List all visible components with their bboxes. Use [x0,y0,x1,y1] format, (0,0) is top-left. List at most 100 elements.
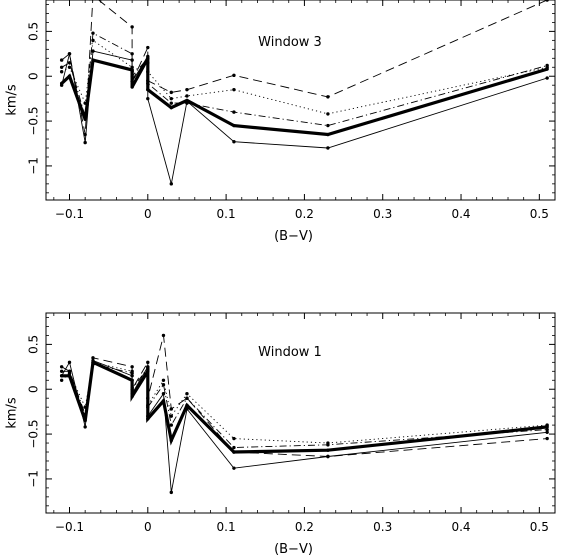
data-point [59,374,64,378]
y-tick-label: 0 [27,72,41,80]
data-point [326,123,330,128]
data-point [232,123,236,128]
plot-frame [45,0,556,201]
data-point [67,369,72,373]
data-point [59,83,64,87]
data-point [326,454,330,459]
data-point [59,70,64,74]
x-axis-label: (B−V) [274,542,313,556]
data-point [59,65,64,69]
panel-annotation: Window 1 [258,345,322,360]
data-point [232,87,236,92]
data-point [169,182,173,186]
data-point [545,0,549,2]
data-point [161,392,166,396]
chart-panel-2: −0.1 0 0.1 0.2 0.3 0.4 0.5 0.5 0 −0.5 −1 (B−V) km/s W… [5,312,556,557]
data-point [169,96,173,101]
data-point [185,396,189,400]
data-point [59,378,64,382]
data-point [146,56,150,60]
data-point [67,360,72,365]
data-point [185,101,189,105]
y-tick-label: −0.5 [27,107,41,136]
data-point [59,58,64,62]
data-point [169,90,173,95]
data-point [146,45,150,50]
series-line-thick [60,57,548,137]
y-tick-label: 0.5 [27,335,41,354]
data-point [130,85,134,89]
data-point [59,369,64,373]
data-point [185,407,189,411]
data-point [146,417,150,421]
data-point [185,94,189,98]
data-point [130,65,134,69]
data-point [130,79,134,84]
x-tick-label: −0.1 [55,520,84,534]
x-tick-label: 0.2 [295,207,314,221]
data-point [169,105,173,110]
data-point [130,70,134,74]
y-tick-label: 0 [27,385,41,393]
data-point [232,450,236,454]
series-line-thin [61,50,548,185]
series-line-dashed [61,0,548,135]
data-point [169,423,173,427]
data-point [232,436,236,441]
data-point [146,414,150,418]
data-point [232,466,236,470]
data-point [146,360,150,365]
data-point [130,25,134,29]
data-point [91,362,95,366]
data-point [146,70,150,74]
data-point [83,412,87,417]
series-group [59,333,549,495]
data-point [545,427,549,432]
data-point [67,65,72,69]
y-tick-label: −1 [27,157,41,175]
data-point [326,132,330,137]
data-point [91,38,95,43]
x-axis-label: (B−V) [274,229,313,244]
data-point [83,140,87,145]
plot-frame [45,312,556,514]
data-point [83,132,87,137]
data-point [146,81,150,86]
x-tick-label: 0.4 [451,520,470,534]
data-point [232,110,236,114]
data-point [67,52,72,56]
data-point [161,399,166,403]
chart-panel-1: −0.1 0 0.1 0.2 0.3 0.4 0.5 0.5 0 −0.5 −1 (B−V) km/s W… [5,0,556,244]
x-tick-label: −0.1 [55,207,84,221]
data-point [185,392,189,396]
x-tick-label: 0.4 [451,207,470,221]
series-line-thin [61,359,548,493]
y-tick-label: −1 [27,470,41,488]
data-point [146,366,150,370]
data-point [232,140,236,144]
data-point [326,448,330,452]
data-point [545,76,549,80]
x-tick-label: 0.5 [530,207,549,221]
data-point [130,365,134,369]
data-point [67,74,72,78]
data-point [83,114,87,119]
data-point [130,387,134,391]
x-tick-label: 0.1 [217,520,236,534]
data-point [161,378,166,382]
data-point [130,74,134,78]
data-point [169,101,173,105]
data-point [169,407,173,411]
data-point [326,95,330,99]
data-point [326,112,330,116]
data-point [146,405,150,409]
data-point [545,423,549,427]
series-line-dotted [61,361,548,444]
data-point [232,445,236,450]
data-point [161,383,166,387]
data-point [545,436,549,441]
data-point [185,403,189,408]
x-tick-label: 0 [144,207,152,221]
data-point [545,430,549,434]
